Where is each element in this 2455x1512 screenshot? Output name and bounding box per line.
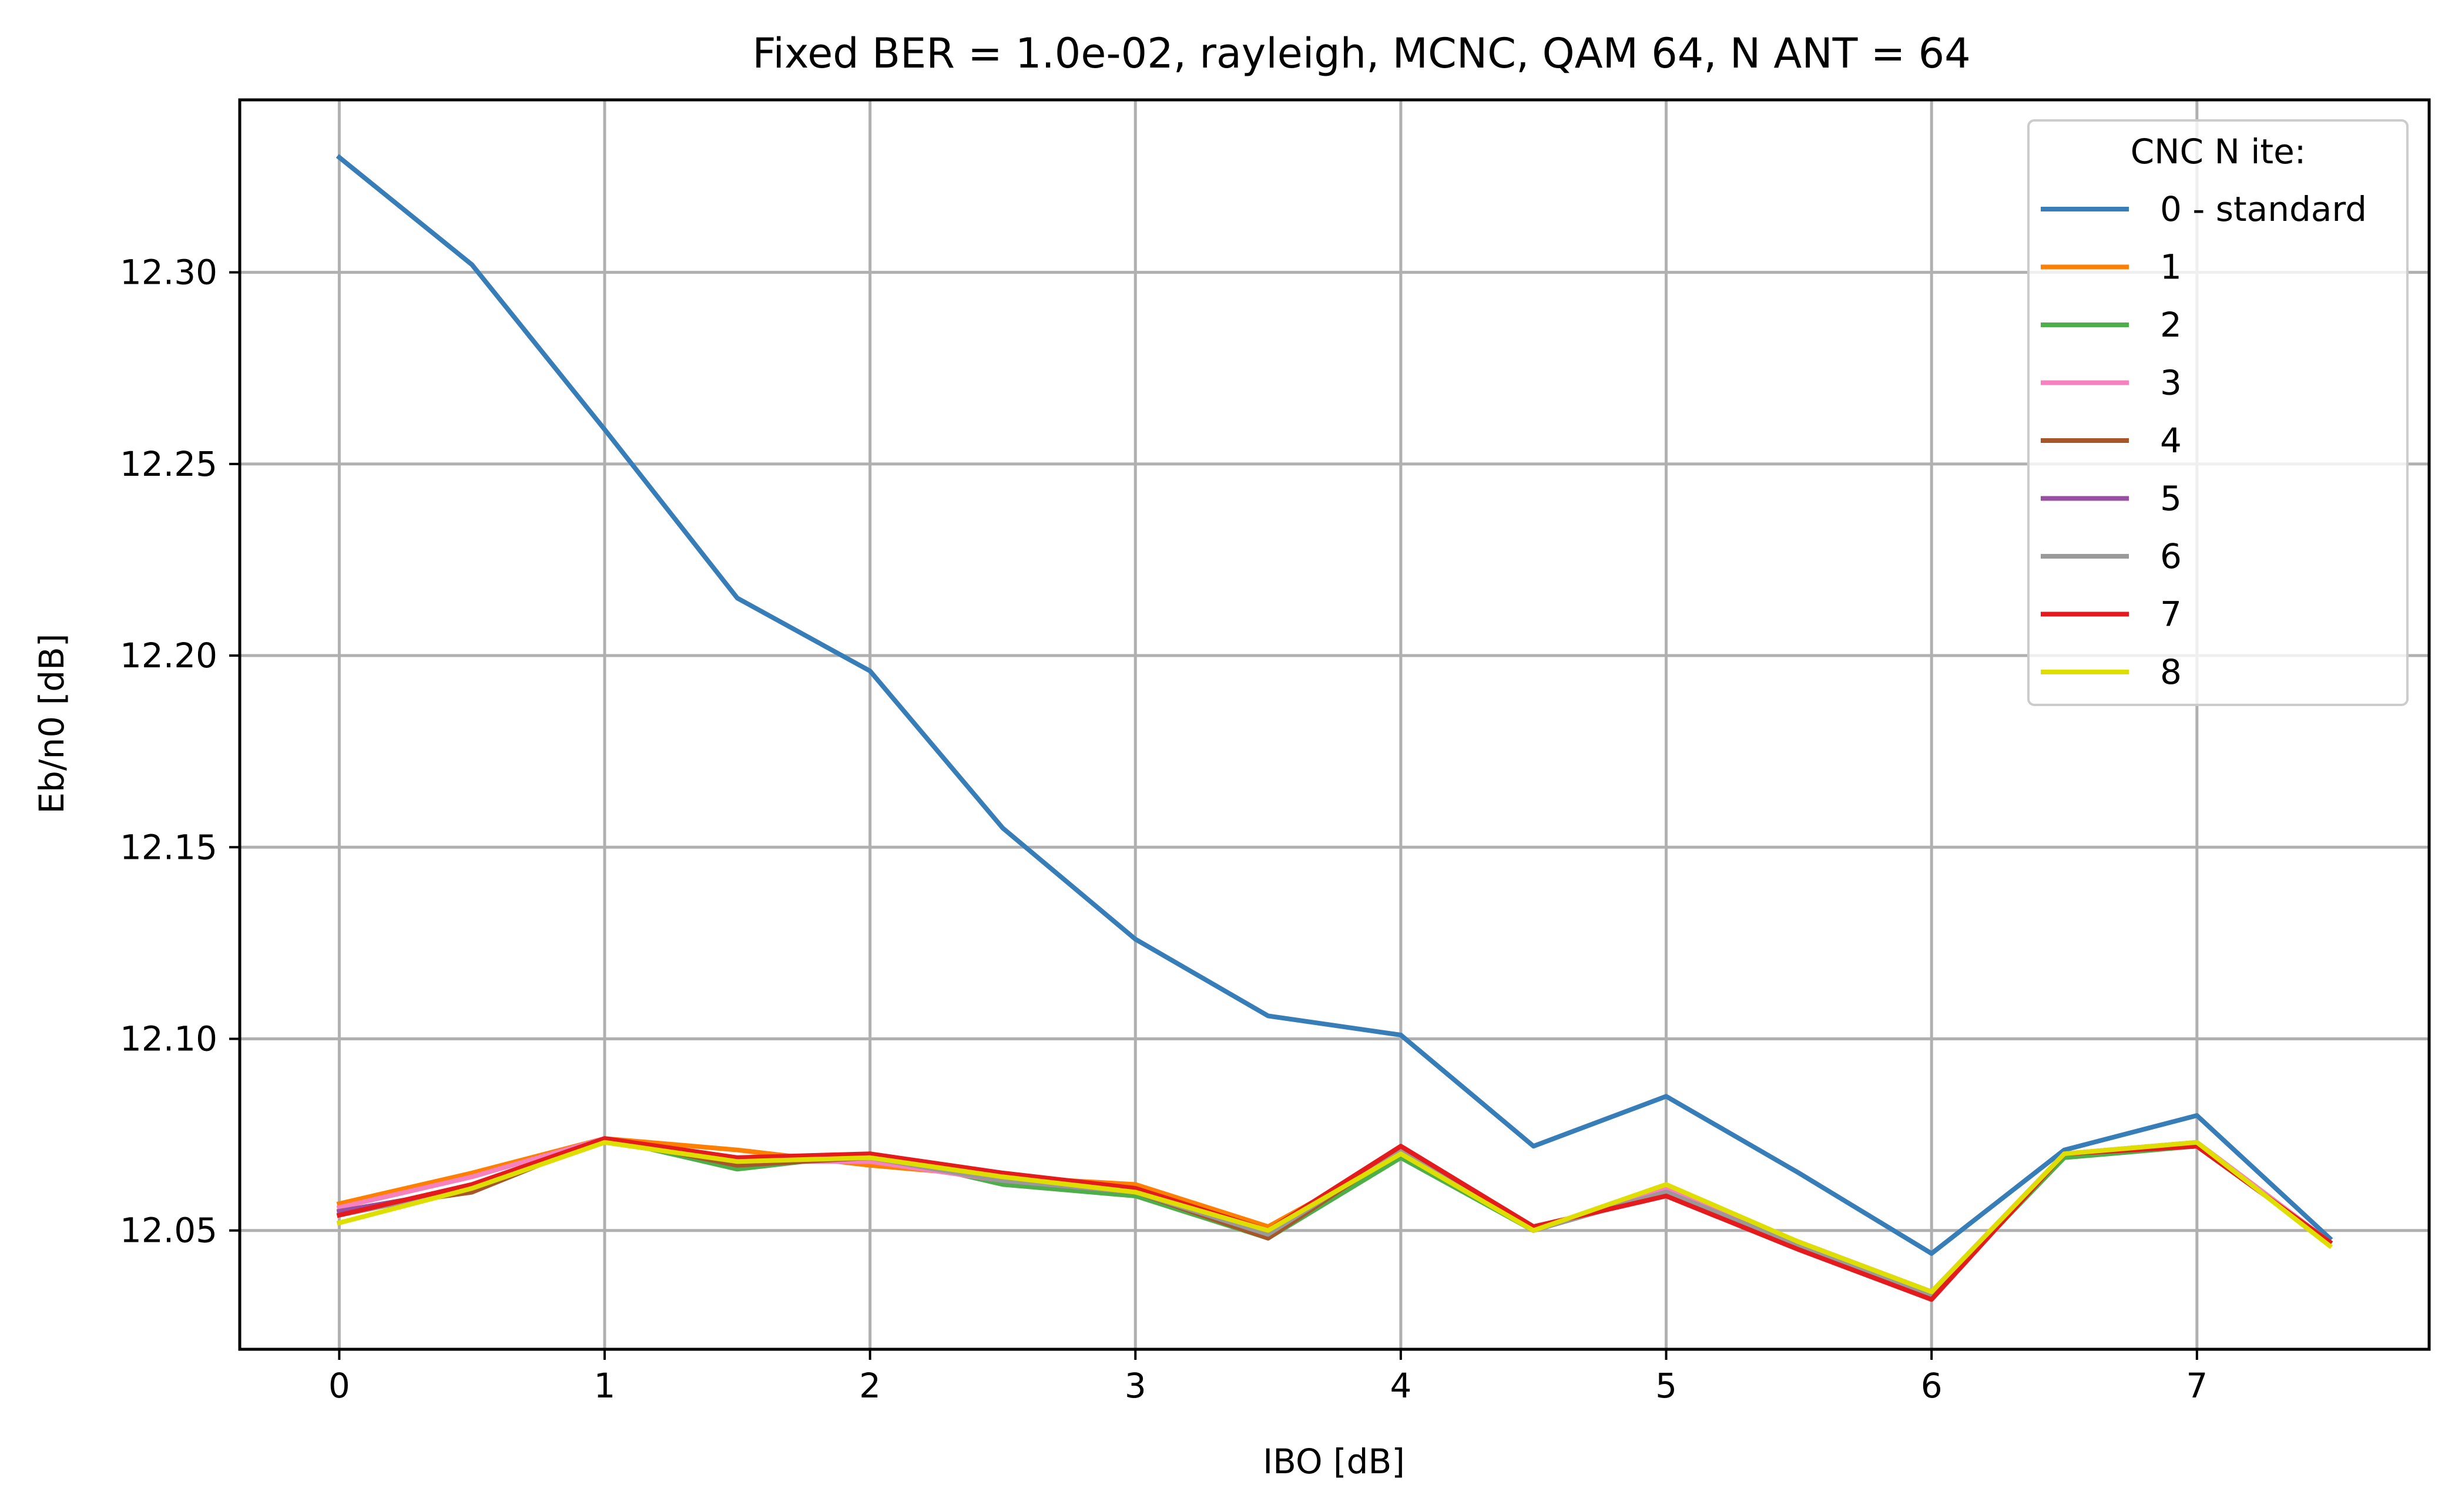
x-axis-label: IBO [dB]	[1263, 1442, 1405, 1481]
y-tick-label: 12.15	[120, 827, 217, 867]
y-tick-label: 12.30	[120, 253, 217, 293]
series-line	[336, 154, 2333, 1256]
x-tick-label: 6	[1921, 1366, 1943, 1406]
legend-label: 7	[2160, 594, 2182, 634]
y-tick-label: 12.05	[120, 1211, 217, 1251]
y-tick-label: 12.25	[120, 444, 217, 484]
legend-label: 6	[2160, 536, 2182, 576]
x-tick-label: 0	[328, 1366, 350, 1406]
axis-ticks: 0 1 2 3 4 5 6 7 12.05 12.10 12.15 12.20 12.25 12.30	[120, 253, 2208, 1406]
legend-label: 1	[2160, 247, 2182, 287]
legend: CNC N ite: 0 - standard 1 2 3 4 5 6 7 8	[2027, 119, 2409, 706]
legend-entries: 0 - standard 1 2 3 4 5 6 7 8	[2041, 189, 2367, 692]
plot-area-frame	[238, 98, 2431, 1351]
x-tick-label: 2	[859, 1366, 881, 1406]
y-tick-label: 12.10	[120, 1019, 217, 1059]
x-tick-label: 5	[1655, 1366, 1677, 1406]
legend-title: CNC N ite:	[2131, 132, 2306, 172]
x-tick-label: 4	[1390, 1366, 1411, 1406]
legend-label: 2	[2160, 305, 2182, 345]
x-tick-label: 1	[594, 1366, 616, 1406]
series-lines	[336, 154, 2333, 1302]
legend-label: 3	[2160, 363, 2182, 403]
x-tick-label: 7	[2186, 1366, 2208, 1406]
y-axis-label: Eb/n0 [dB]	[32, 634, 72, 814]
series-line	[336, 1140, 2333, 1295]
series-line	[336, 1136, 2333, 1302]
y-tick-label: 12.20	[120, 636, 217, 676]
x-tick-label: 3	[1125, 1366, 1146, 1406]
legend-label: 4	[2160, 421, 2182, 461]
legend-label: 8	[2160, 652, 2182, 692]
chart-title: Fixed BER = 1.0e-02, rayleigh, MCNC, QAM…	[752, 29, 1970, 78]
legend-label: 0 - standard	[2160, 189, 2367, 229]
legend-label: 5	[2160, 479, 2182, 519]
